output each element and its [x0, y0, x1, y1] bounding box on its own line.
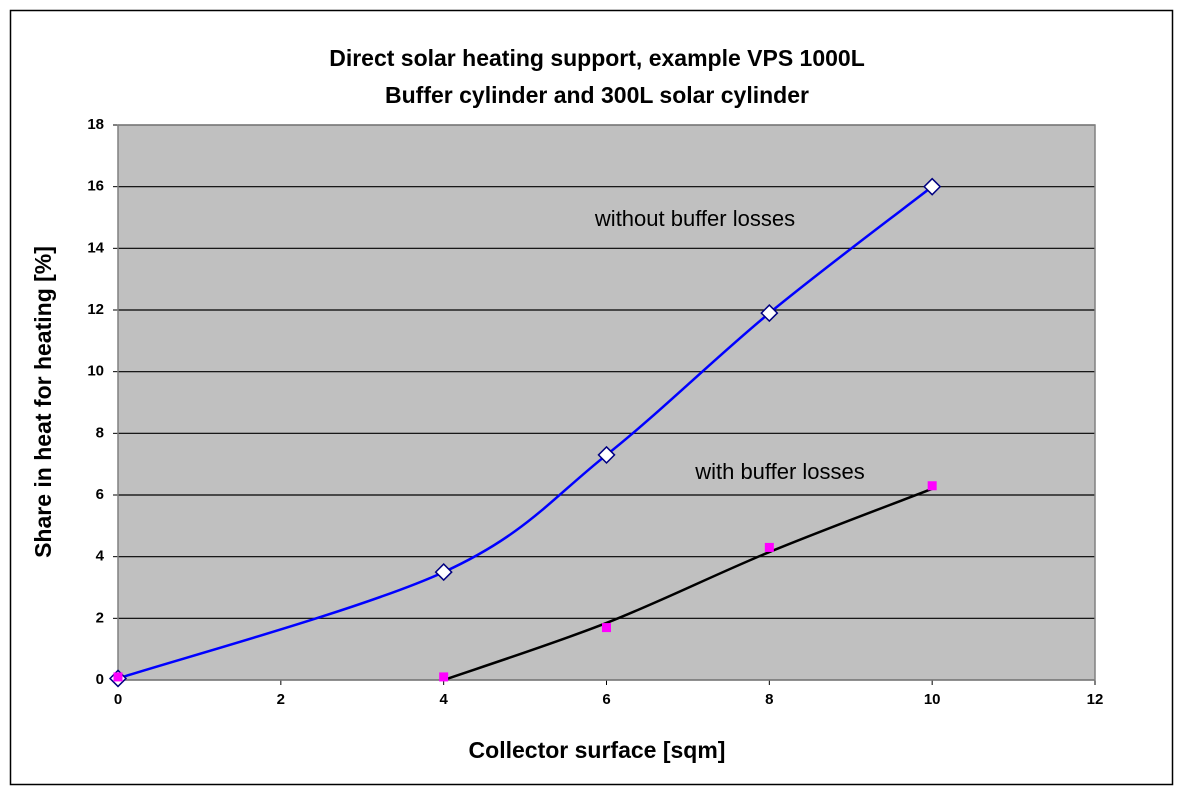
- x-tick-label: 12: [1087, 691, 1104, 708]
- y-tick-label: 8: [96, 424, 104, 441]
- x-axis-title: Collector surface [sqm]: [469, 737, 726, 763]
- x-tick-label: 8: [765, 691, 773, 708]
- series-line: [117, 185, 933, 680]
- x-tick-label: 0: [114, 691, 122, 708]
- y-tick-label: 0: [96, 671, 104, 688]
- data-point: [434, 563, 453, 582]
- y-tick-label: 4: [96, 548, 105, 565]
- data-point: [760, 304, 779, 323]
- y-tick-label: 2: [96, 609, 104, 626]
- series-label: without buffer losses: [594, 206, 795, 231]
- chart-title: Direct solar heating support, example VP…: [329, 45, 865, 71]
- data-point: [927, 481, 937, 491]
- x-tick-label: 6: [602, 691, 610, 708]
- data-point: [439, 672, 449, 682]
- series-label: with buffer losses: [694, 459, 865, 484]
- plot-border: [117, 124, 1096, 681]
- plot-area: [118, 125, 1095, 680]
- data-point: [764, 542, 774, 552]
- x-tick-label: 4: [439, 691, 448, 708]
- x-tick-label: 2: [277, 691, 285, 708]
- data-point: [597, 445, 616, 464]
- y-tick-label: 10: [87, 363, 104, 380]
- chart-title: Buffer cylinder and 300L solar cylinder: [385, 82, 809, 108]
- data-point: [923, 177, 942, 196]
- y-axis-title: Share in heat for heating [%]: [30, 246, 56, 558]
- y-tick-label: 18: [87, 116, 104, 133]
- y-tick-label: 16: [87, 178, 104, 195]
- y-tick-label: 14: [87, 239, 104, 256]
- trend-line: [443, 487, 933, 682]
- y-tick-label: 6: [96, 486, 104, 503]
- data-point: [602, 623, 611, 633]
- y-tick-label: 12: [87, 301, 104, 318]
- data-point: [113, 672, 123, 682]
- x-tick-label: 10: [924, 691, 941, 708]
